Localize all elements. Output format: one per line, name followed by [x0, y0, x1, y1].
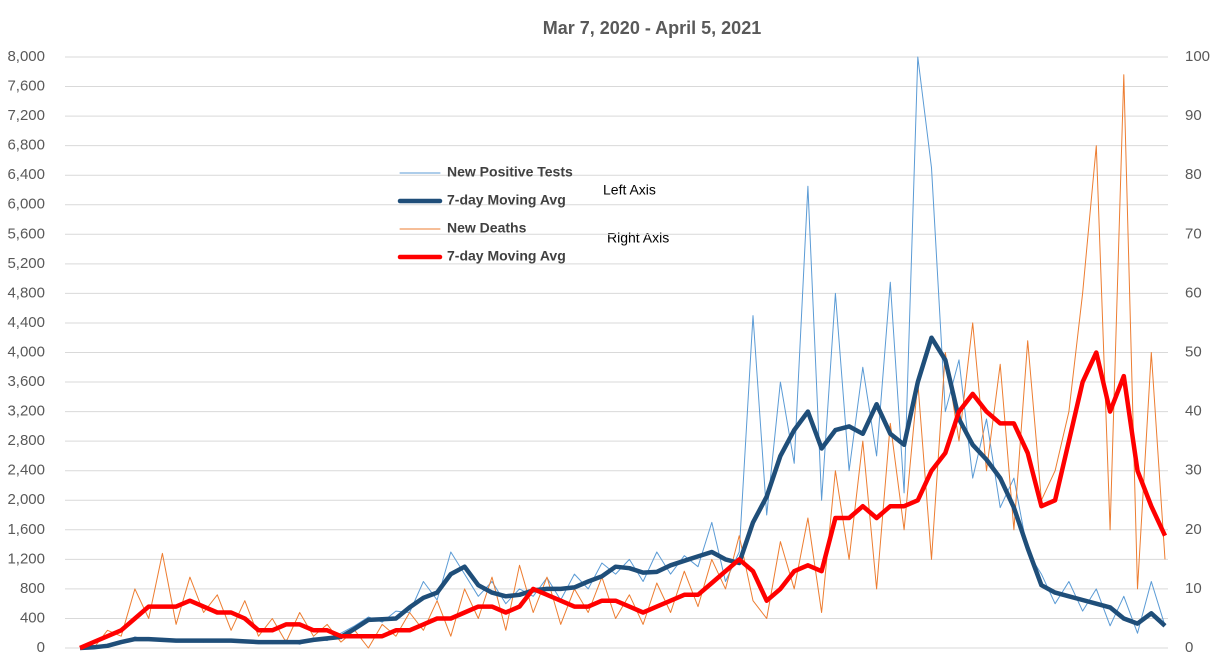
y2-tick-label: 20	[1185, 521, 1202, 538]
y2-tick-label: 80	[1185, 166, 1202, 183]
y2-tick-label: 60	[1185, 284, 1202, 301]
y-tick-label: 1,200	[7, 550, 45, 567]
y-tick-label: 2,400	[7, 462, 45, 479]
series-line	[79, 350, 1168, 651]
annotation: Right Axis	[607, 230, 669, 246]
y2-tick-label: 40	[1185, 403, 1202, 420]
y-tick-label: 8,000	[7, 48, 45, 65]
y-tick-label: 7,200	[7, 107, 45, 124]
y-tick-label: 6,000	[7, 196, 45, 213]
series-line	[79, 335, 1167, 651]
y2-tick-label: 70	[1185, 225, 1202, 242]
y-tick-label: 400	[20, 609, 45, 626]
series-line	[80, 74, 1166, 649]
y-tick-label: 3,600	[7, 373, 45, 390]
y-tick-label: 3,200	[7, 403, 45, 420]
y-tick-label: 5,200	[7, 255, 45, 272]
legend-label: New Deaths	[447, 220, 527, 236]
legend-label: 7-day Moving Avg	[447, 192, 566, 208]
y2-tick-label: 0	[1185, 639, 1193, 656]
y-tick-label: 4,800	[7, 284, 45, 301]
y2-tick-label: 50	[1185, 343, 1202, 360]
y2-tick-label: 100	[1185, 48, 1210, 65]
y2-tick-label: 10	[1185, 580, 1202, 597]
y-tick-label: 7,600	[7, 78, 45, 95]
y-tick-label: 2,800	[7, 432, 45, 449]
y-tick-label: 5,600	[7, 225, 45, 242]
y-tick-label: 1,600	[7, 521, 45, 538]
chart-title: Mar 7, 2020 - April 5, 2021	[543, 18, 761, 38]
legend-label: 7-day Moving Avg	[447, 248, 566, 264]
y-tick-label: 6,400	[7, 166, 45, 183]
y2-tick-label: 90	[1185, 107, 1202, 124]
y-tick-label: 6,800	[7, 137, 45, 154]
y-tick-label: 0	[37, 639, 45, 656]
y-tick-label: 4,400	[7, 314, 45, 331]
y-tick-label: 800	[20, 580, 45, 597]
y-tick-label: 4,000	[7, 343, 45, 360]
annotation: Left Axis	[603, 182, 656, 198]
y-tick-label: 2,000	[7, 491, 45, 508]
legend-label: New Positive Tests	[447, 164, 573, 180]
y2-tick-label: 30	[1185, 462, 1202, 479]
